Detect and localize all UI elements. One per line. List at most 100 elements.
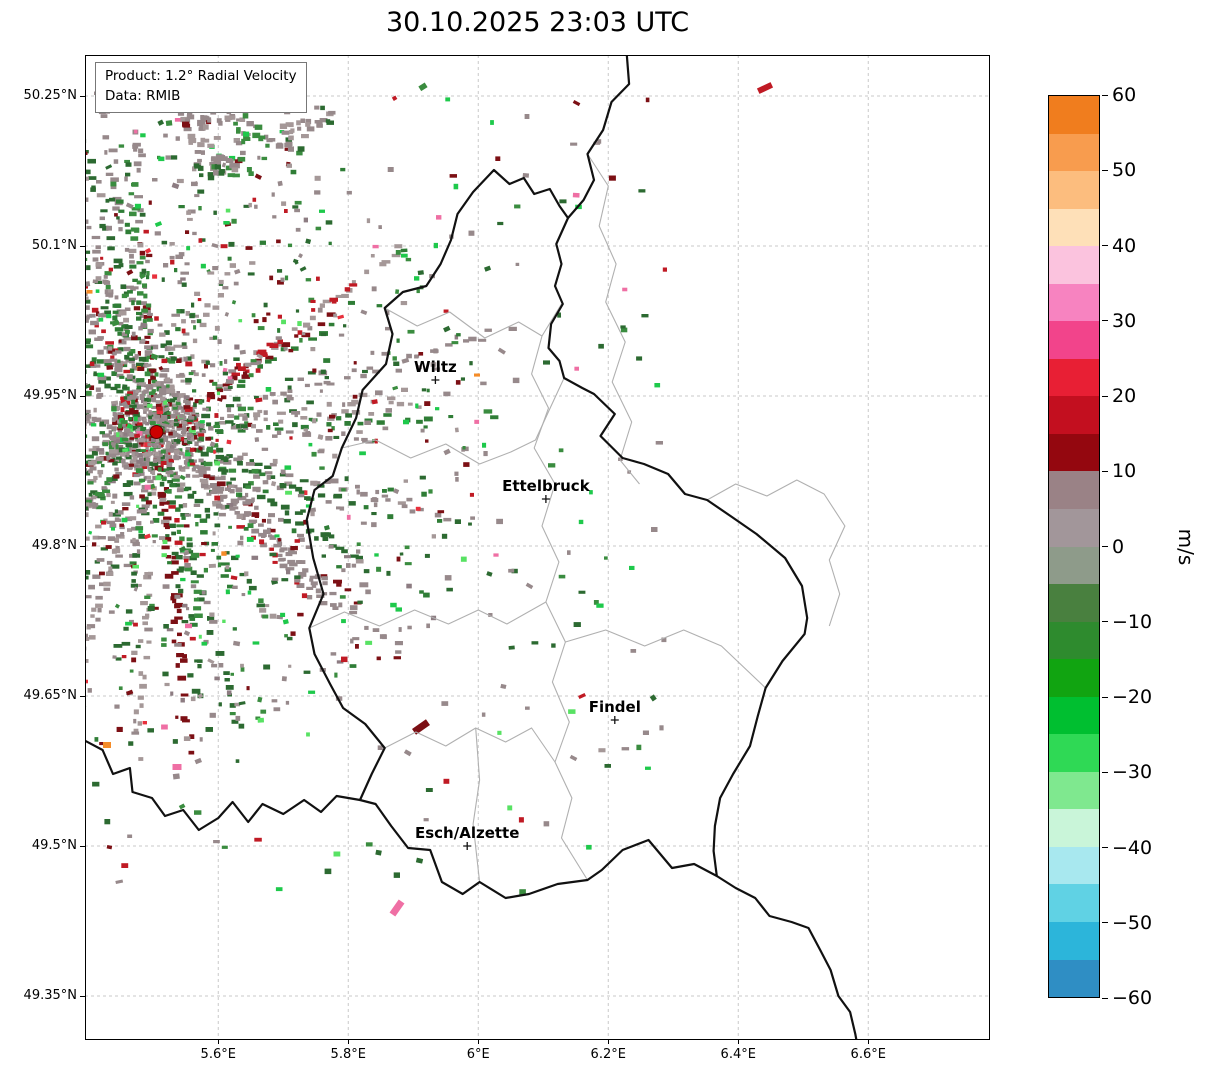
- echo-pixel: [177, 482, 186, 487]
- echo-pixel: [224, 567, 232, 572]
- echo-pixel: [91, 416, 97, 422]
- echo-pixel: [282, 619, 289, 625]
- echo-pixel: [218, 512, 226, 517]
- echo-pixel: [144, 595, 151, 599]
- echo-pixel: [404, 562, 412, 566]
- echo-pixel: [251, 497, 255, 502]
- echo-pixel: [454, 519, 461, 524]
- echo-pixel: [124, 432, 133, 437]
- echo-pixel: [144, 335, 151, 339]
- echo-pixel: [163, 501, 170, 505]
- echo-pixel: [324, 868, 332, 875]
- echo-pixel: [162, 539, 168, 544]
- echo-pixel: [141, 301, 147, 305]
- echo-pixel: [223, 671, 230, 675]
- echo-pixel: [136, 404, 141, 409]
- echo-pixel: [179, 372, 185, 377]
- echo-pixel: [284, 147, 291, 151]
- colorbar-unit-label: m/s: [1174, 528, 1198, 566]
- echo-pixel: [333, 851, 341, 857]
- echo-pixel: [418, 352, 424, 356]
- echo-pixel: [146, 318, 153, 322]
- echo-pixel: [174, 268, 178, 273]
- echo-pixel: [91, 607, 97, 612]
- cb-segment: [1049, 96, 1099, 134]
- echo-pixel: [399, 552, 404, 556]
- echo-pixel: [239, 117, 246, 122]
- echo-pixel: [117, 219, 124, 224]
- echo-pixel: [224, 115, 233, 121]
- echo-pixel: [138, 437, 144, 443]
- echo-pixel: [94, 560, 100, 564]
- echo-pixel: [85, 536, 90, 541]
- echo-pixel: [144, 371, 151, 377]
- echo-pixel: [103, 742, 111, 748]
- echo-pixel: [484, 328, 492, 332]
- echo-pixel: [630, 649, 637, 653]
- echo-pixel: [286, 397, 294, 401]
- echo-pixel: [169, 255, 175, 260]
- echo-pixel: [125, 229, 132, 235]
- echo-pixel: [394, 641, 403, 646]
- echo-pixel: [221, 162, 227, 168]
- echo-pixel: [181, 620, 189, 624]
- echo-pixel: [206, 492, 212, 496]
- echo-pixel: [218, 663, 224, 668]
- echo-pixel: [409, 509, 416, 514]
- echo-pixel: [175, 327, 181, 332]
- echo-pixel: [110, 564, 120, 569]
- cb-segment: [1049, 358, 1099, 397]
- echo-pixel: [147, 479, 154, 484]
- echo-pixel: [143, 407, 149, 412]
- echo-pixel: [138, 382, 146, 386]
- echo-pixel: [301, 407, 308, 411]
- echo-pixel: [197, 445, 203, 451]
- echo-pixel: [598, 748, 606, 753]
- echo-pixel: [108, 445, 115, 450]
- echo-pixel: [137, 721, 142, 726]
- echo-pixel: [416, 365, 422, 370]
- echo-pixel: [207, 658, 215, 665]
- echo-pixel: [114, 327, 124, 332]
- echo-pixel: [118, 311, 127, 316]
- echo-pixel: [270, 528, 276, 533]
- echo-pixel: [190, 437, 195, 442]
- echo-pixel: [125, 358, 130, 363]
- echo-pixel: [124, 307, 131, 311]
- echo-pixel: [106, 520, 116, 525]
- echo-pixel: [170, 691, 174, 696]
- echo-pixel: [139, 273, 146, 280]
- echo-pixel: [443, 391, 451, 397]
- echo-pixel: [132, 421, 136, 426]
- echo-pixel: [214, 676, 220, 681]
- echo-pixel: [216, 430, 224, 434]
- echo-pixel: [349, 664, 357, 668]
- echo-pixel: [222, 286, 229, 290]
- echo-pixel: [186, 456, 192, 461]
- echo-pixel: [226, 439, 232, 445]
- echo-pixel: [295, 521, 305, 526]
- echo-pixel: [175, 254, 183, 259]
- echo-pixel: [133, 586, 139, 592]
- echo-pixel: [170, 413, 177, 419]
- echo-pixel: [186, 542, 193, 548]
- echo-pixel: [170, 259, 175, 265]
- echo-pixel: [443, 517, 452, 522]
- echo-pixel: [406, 497, 413, 502]
- echo-pixel: [365, 589, 371, 595]
- echo-pixel: [403, 479, 408, 483]
- echo-pixel: [85, 150, 89, 154]
- echo-pixel: [249, 261, 256, 265]
- echo-pixel: [269, 552, 277, 557]
- border-be-de: [567, 55, 631, 219]
- echo-pixel: [174, 418, 178, 424]
- echo-pixel: [124, 222, 130, 227]
- echo-pixel: [199, 238, 206, 242]
- echo-pixel: [376, 566, 382, 572]
- echo-pixel: [98, 472, 102, 478]
- echo-pixel: [144, 345, 151, 350]
- admin-border-g5: [384, 727, 556, 763]
- echo-pixel: [156, 460, 161, 464]
- echo-pixel: [403, 419, 409, 425]
- country-borders: [85, 55, 858, 1040]
